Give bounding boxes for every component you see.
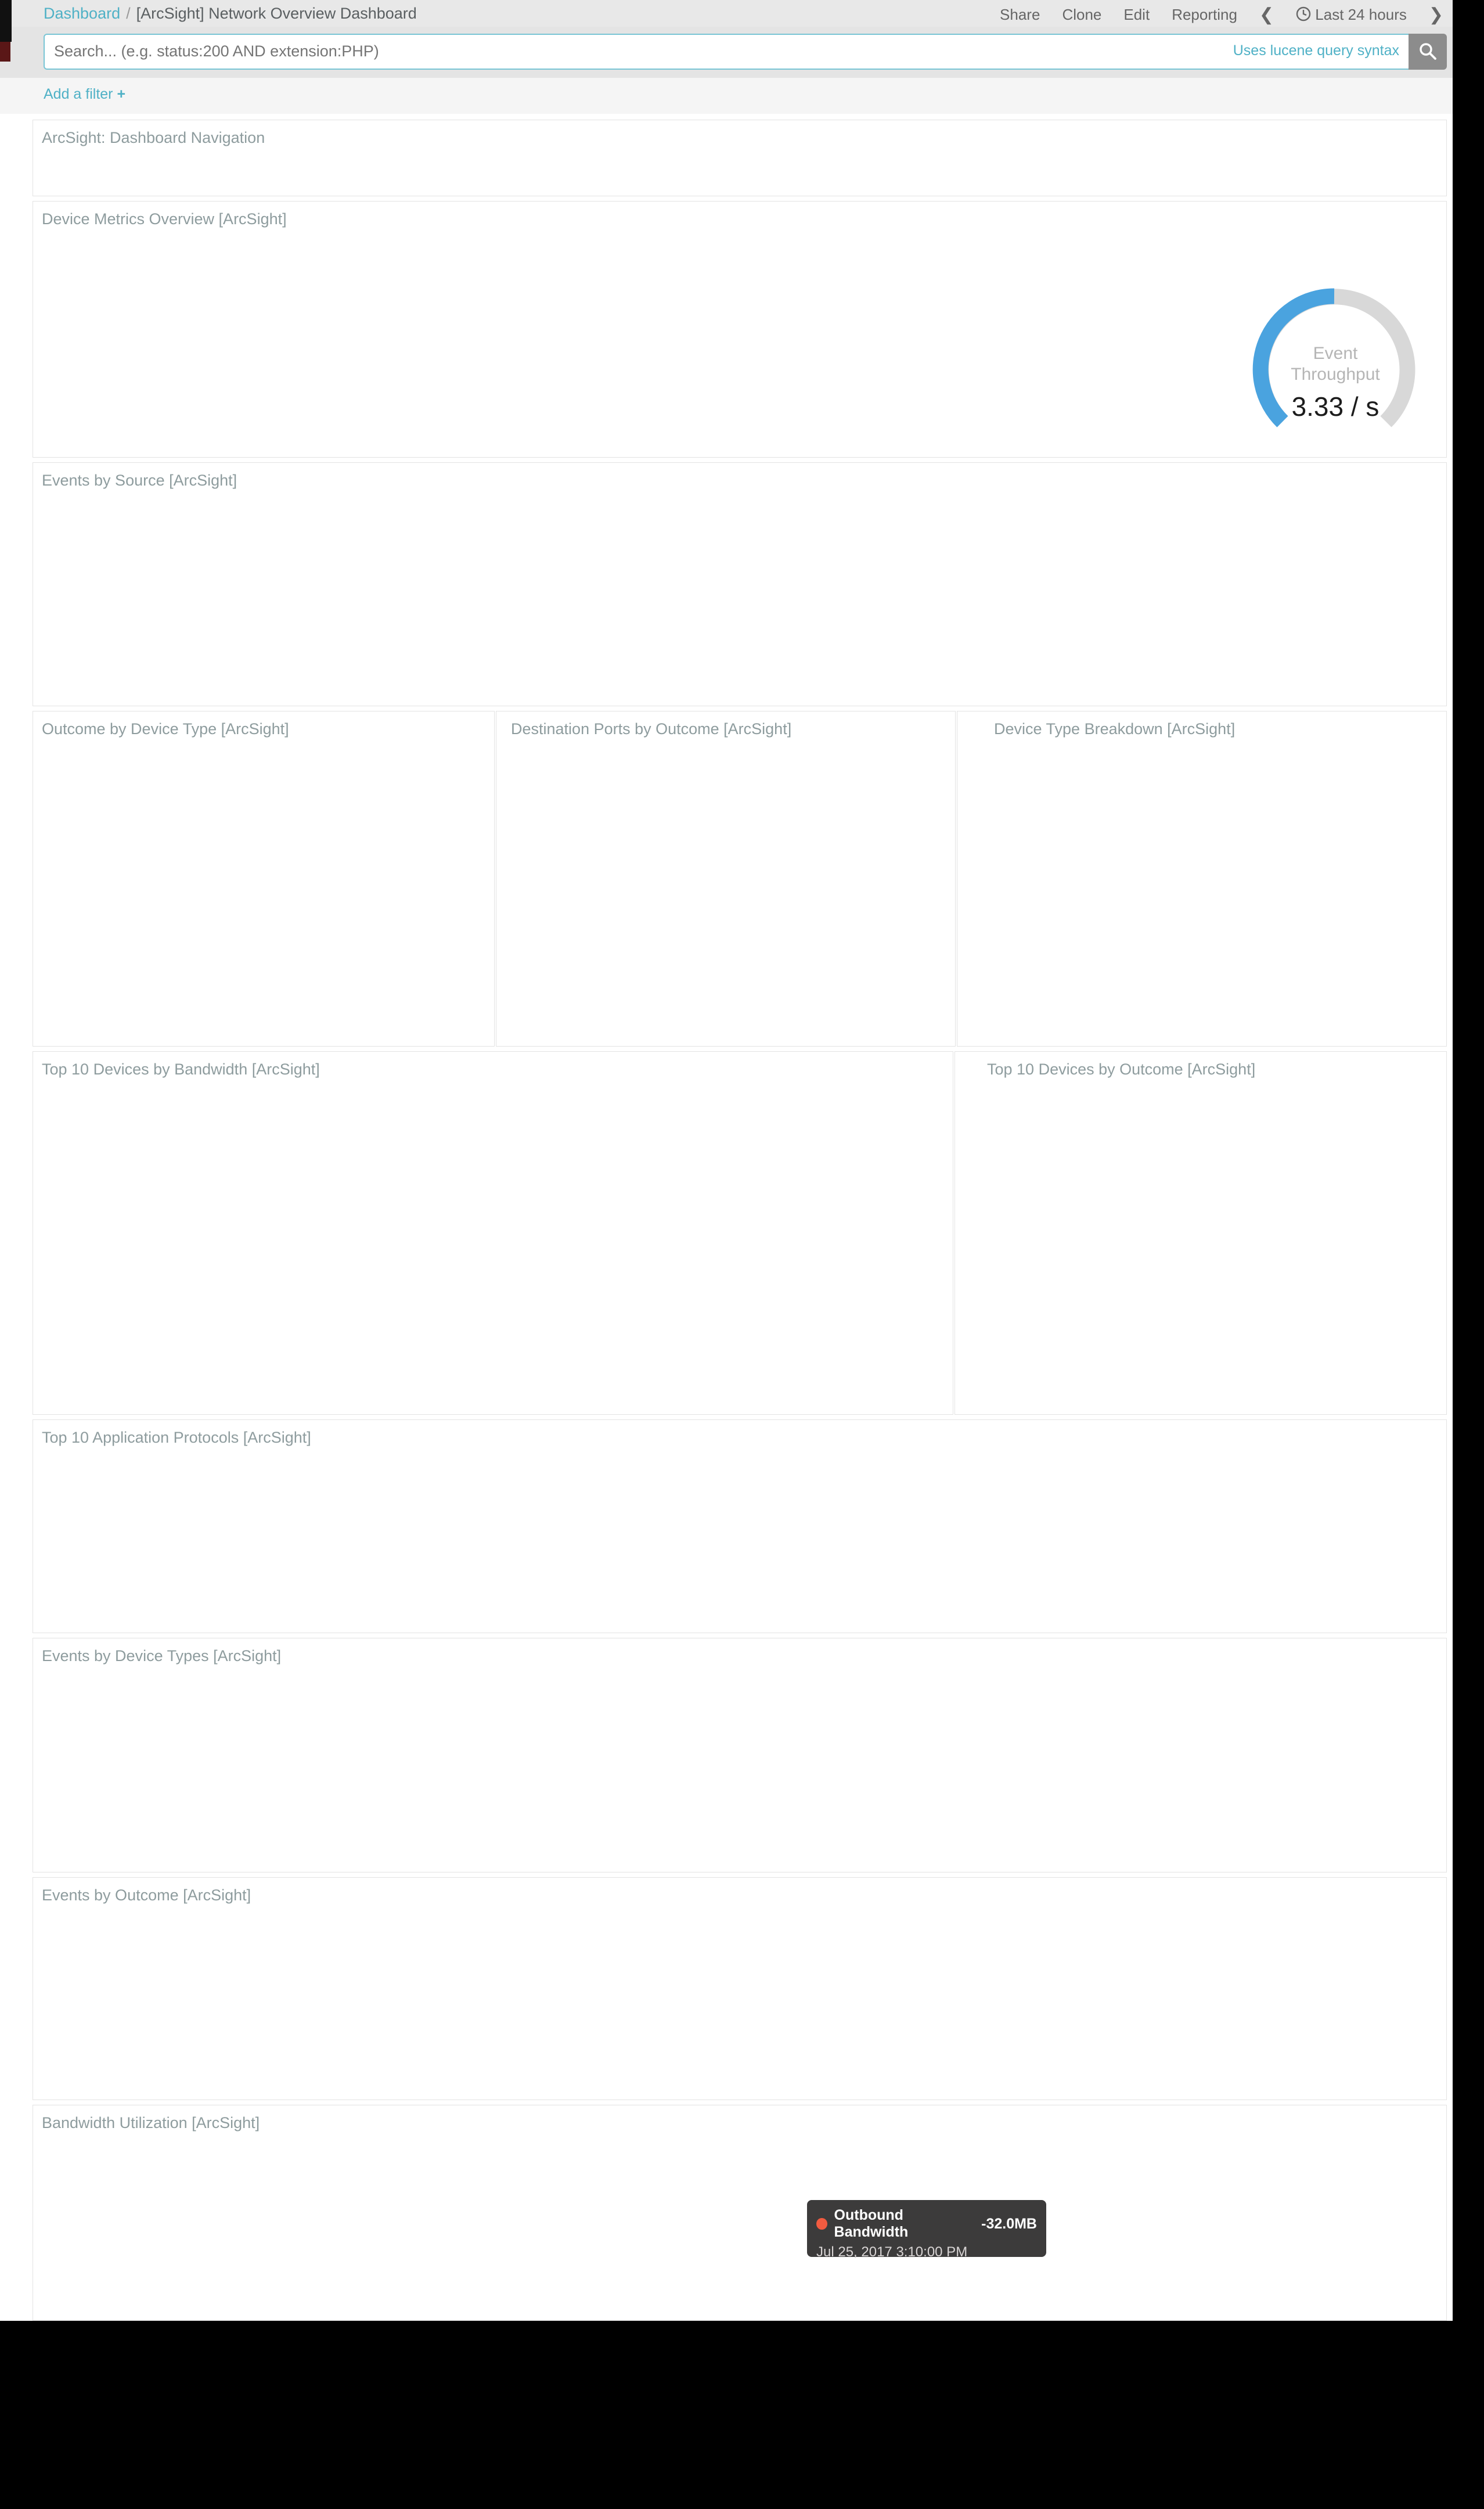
panel-title: Events by Outcome [ArcSight] [42,1886,251,1904]
search-bar-row: Uses lucene query syntax [0,27,1484,78]
page-title: [ArcSight] Network Overview Dashboard [136,5,417,22]
time-forward-button[interactable]: ❯ [1428,5,1443,24]
time-picker[interactable]: Last 24 hours [1296,6,1407,24]
gauge-arc [1252,288,1335,427]
panel-title: Events by Source [ArcSight] [42,472,237,489]
panel-outcome-by-device-type [33,711,495,1047]
edit-button[interactable]: Edit [1123,6,1150,23]
right-edge-strip [1453,0,1484,2321]
gauge-label: Event [1313,344,1358,363]
time-back-button[interactable]: ❮ [1259,5,1274,24]
tooltip-value: -32.0MB [981,2215,1037,2232]
breadcrumb: Dashboard / [ArcSight] Network Overview Da… [44,5,417,23]
panel-destination-ports [496,711,956,1047]
event-throughput-gauge: Event Throughput 3.33 / s [1242,272,1428,458]
panel-events-by-outcome [33,1877,1447,2100]
panel-title: ArcSight: Dashboard Navigation [42,129,265,146]
panel-title: Top 10 Devices by Bandwidth [ArcSight] [42,1061,320,1078]
series-dot-icon [816,2218,827,2230]
panel-events-by-device-types [33,1638,1447,1872]
panel-title: Bandwidth Utilization [ArcSight] [42,2114,260,2131]
top-left-marker [0,42,10,62]
panel-title: Events by Device Types [ArcSight] [42,1647,282,1665]
panel-title: Device Metrics Overview [ArcSight] [42,210,287,228]
clone-button[interactable]: Clone [1062,6,1102,23]
top-left-strip [0,0,12,42]
tooltip-series: Outbound Bandwidth [834,2207,909,2240]
panel-events-by-source [33,462,1447,706]
panel-device-metrics [33,201,1447,458]
panel-bandwidth-utilization [33,2105,1447,2321]
panel-title: Top 10 Application Protocols [ArcSight] [42,1429,311,1446]
navbar-menu: Share Clone Edit Reporting ❮ Last 24 hou… [1000,5,1443,25]
panel-title: Top 10 Devices by Outcome [ArcSight] [987,1061,1256,1078]
lucene-syntax-link[interactable]: Uses lucene query syntax [1233,42,1399,59]
panel-device-type-breakdown [957,711,1447,1047]
breadcrumb-separator: / [126,5,131,22]
filter-bar: Add a filter + [0,78,1484,114]
search-button[interactable] [1409,34,1447,70]
breadcrumb-dashboard-link[interactable]: Dashboard [44,5,121,22]
search-icon [1420,42,1436,60]
plus-icon: + [117,86,126,102]
gauge-value: 3.33 / s [1292,391,1379,422]
panel-dashboard-navigation [33,120,1447,196]
panel-application-protocols [33,1419,1447,1633]
search-input[interactable] [53,37,1158,65]
clock-icon [1296,6,1311,21]
reporting-button[interactable]: Reporting [1172,6,1237,23]
panel-top-devices-bandwidth [33,1051,953,1415]
panel-title: Outcome by Device Type [ArcSight] [42,720,289,738]
panel-top-devices-outcome [954,1051,1447,1415]
add-filter-button[interactable]: Add a filter + [44,86,126,102]
gauge-label: Throughput [1291,365,1380,384]
search-box: Uses lucene query syntax [44,34,1410,70]
bottom-black-bar [0,2321,1484,2509]
share-button[interactable]: Share [1000,6,1040,23]
panel-title: Device Type Breakdown [ArcSight] [994,720,1236,738]
top-navbar: Dashboard / [ArcSight] Network Overview Da… [0,0,1484,27]
tooltip-time: Jul 25, 2017 3:10:00 PM [816,2244,968,2260]
chart-tooltip: Outbound Bandwidth -32.0MB Jul 25, 2017 3… [807,2200,1046,2260]
panel-title: Destination Ports by Outcome [ArcSight] [511,720,792,738]
